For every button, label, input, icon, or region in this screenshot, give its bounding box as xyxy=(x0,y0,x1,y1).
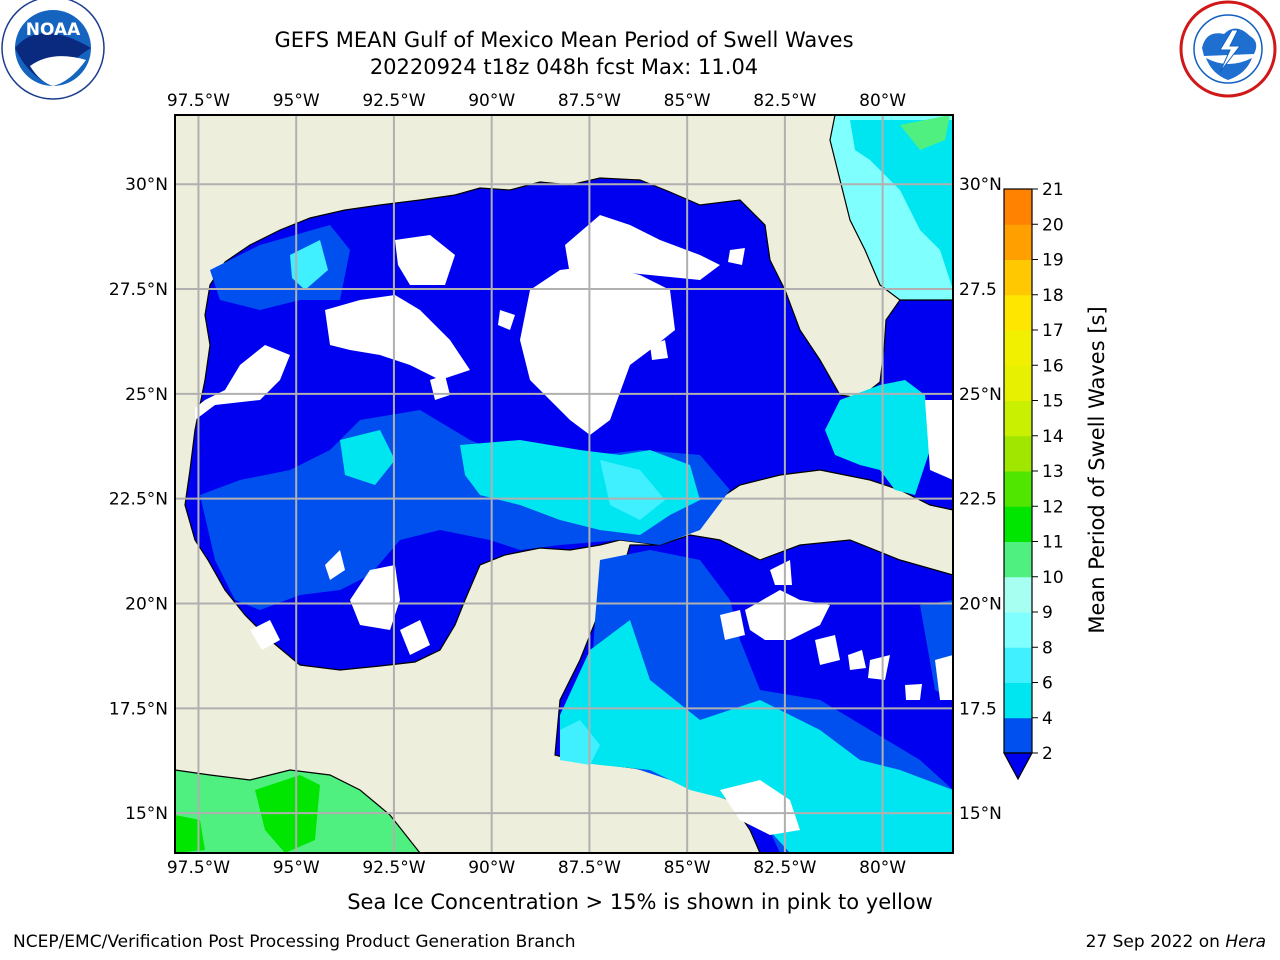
longitude-label: 95°W xyxy=(273,91,320,111)
longitude-label: 85°W xyxy=(664,858,711,878)
longitude-labels-top: 97.5°W 95°W 92.5°W 90°W 87.5°W 85°W 82.5°W 80°W xyxy=(167,91,906,111)
longitude-label: 85°W xyxy=(664,91,711,111)
colorbar-segment xyxy=(1004,647,1032,683)
colorbar-tick-label: 16 xyxy=(1042,356,1064,376)
colorbar-segment xyxy=(1004,612,1032,648)
longitude-label: 82.5°W xyxy=(753,858,816,878)
colorbar-tick-label: 9 xyxy=(1042,603,1053,623)
colorbar-tick-label: 12 xyxy=(1042,497,1064,517)
colorbar-tick-label: 8 xyxy=(1042,638,1053,658)
machine-name: Hera xyxy=(1225,932,1266,952)
longitude-label: 92.5°W xyxy=(362,91,425,111)
colorbar-tick-label: 2 xyxy=(1042,744,1053,764)
credit-text: NCEP/EMC/Verification Post Processing Pr… xyxy=(13,932,576,952)
colorbar-segment xyxy=(1004,365,1032,401)
longitude-label: 92.5°W xyxy=(362,858,425,878)
longitude-label: 87.5°W xyxy=(558,91,621,111)
map-title: GEFS MEAN Gulf of Mexico Mean Period of … xyxy=(274,28,854,52)
longitude-label: 80°W xyxy=(859,91,906,111)
colorbar-segment xyxy=(1004,259,1032,296)
latitude-label: 25°N xyxy=(125,385,168,405)
atlantic-cyan-band xyxy=(850,120,953,290)
colorbar-tick-label: 21 xyxy=(1042,180,1064,200)
colorbar-extend-arrow xyxy=(1002,752,1034,781)
swell-cyan-patch-3 xyxy=(600,460,665,520)
colorbar-tick-label: 4 xyxy=(1042,709,1053,729)
map-subtitle: 20220924 t18z 048h fcst Max: 11.04 xyxy=(369,55,759,79)
latitude-label: 15°N xyxy=(959,804,1002,824)
latitude-labels-right: 30°N 27.5 25°N 22.5 20°N 17.5 15°N xyxy=(959,175,1002,824)
colorbar-segment xyxy=(1004,682,1032,719)
colorbar-tick-label: 19 xyxy=(1042,251,1064,271)
graticule xyxy=(175,115,953,853)
longitude-label: 95°W xyxy=(273,858,320,878)
swell-cyan-patch-2 xyxy=(340,430,395,485)
date-text: 27 Sep 2022 on xyxy=(1085,932,1226,952)
noaa-logo: NOAA xyxy=(1,0,105,100)
sea-ice-note: Sea Ice Concentration > 15% is shown in … xyxy=(347,890,933,914)
date-stamp: 27 Sep 2022 on Hera xyxy=(1086,932,1266,952)
latitude-label: 17.5 xyxy=(959,699,997,719)
colorbar-tick-label: 15 xyxy=(1042,392,1064,412)
latitude-label: 20°N xyxy=(959,595,1002,615)
colorbar-segment xyxy=(1004,330,1032,366)
longitude-label: 90°W xyxy=(468,858,515,878)
latitude-label: 25°N xyxy=(959,385,1002,405)
latitude-label: 22.5°N xyxy=(109,490,168,510)
colorbar-tick-label: 6 xyxy=(1042,674,1053,694)
colorbar-tick-label: 17 xyxy=(1042,321,1064,341)
colorbar-tick-label: 11 xyxy=(1042,533,1064,553)
colorbar-segment xyxy=(1004,224,1032,260)
caribbean-cyan-band xyxy=(560,620,953,853)
latitude-label: 30°N xyxy=(959,175,1002,195)
colorbar-segment xyxy=(1004,717,1032,754)
latitude-label: 27.5 xyxy=(959,280,997,300)
colorbar-segment xyxy=(1004,506,1032,542)
colorbar-segment xyxy=(1004,541,1032,578)
colorbar-tick-label: 18 xyxy=(1042,286,1064,306)
longitude-labels-bottom: 97.5°W 95°W 92.5°W 90°W 87.5°W 85°W 82.5°W 80°W xyxy=(167,858,906,878)
map-frame xyxy=(174,114,954,854)
colorbar-segment xyxy=(1004,400,1032,437)
latitude-label: 15°N xyxy=(125,804,168,824)
latitude-label: 30°N xyxy=(125,175,168,195)
atlantic-green-patch xyxy=(900,115,950,150)
colorbar-segment xyxy=(1004,189,1032,225)
colorbar-segment xyxy=(1004,435,1032,472)
colorbar-tick-label: 10 xyxy=(1042,568,1064,588)
colorbar-tick-label: 13 xyxy=(1042,462,1064,482)
longitude-label: 87.5°W xyxy=(558,858,621,878)
noaa-logo-text: NOAA xyxy=(26,20,81,40)
longitude-label: 80°W xyxy=(859,858,906,878)
no-data-patches xyxy=(195,215,953,835)
colorbar-segment xyxy=(1004,471,1032,507)
colorbar-tick-label: 14 xyxy=(1042,427,1064,447)
longitude-label: 97.5°W xyxy=(167,91,230,111)
colorbar-label: Mean Period of Swell Waves [s] xyxy=(1085,306,1109,634)
nws-logo xyxy=(1179,0,1277,98)
longitude-label: 90°W xyxy=(468,91,515,111)
latitude-labels-left: 30°N 27.5°N 25°N 22.5°N 20°N 17.5°N 15°N xyxy=(109,175,168,824)
latitude-label: 22.5 xyxy=(959,490,997,510)
latitude-label: 27.5°N xyxy=(109,280,168,300)
colorbar-segment xyxy=(1004,576,1032,613)
colorbar: 2 4 6 8 9 10 11 12 13 14 15 16 17 18 19 20 21 xyxy=(1002,180,1064,781)
longitude-label: 82.5°W xyxy=(753,91,816,111)
latitude-label: 20°N xyxy=(125,595,168,615)
swell-cyan-patch xyxy=(290,240,328,290)
florida-straits-cyan xyxy=(825,380,930,495)
colorbar-tick-label: 20 xyxy=(1042,215,1064,235)
colorbar-segment xyxy=(1004,294,1032,331)
latitude-label: 17.5°N xyxy=(109,699,168,719)
longitude-label: 97.5°W xyxy=(167,858,230,878)
